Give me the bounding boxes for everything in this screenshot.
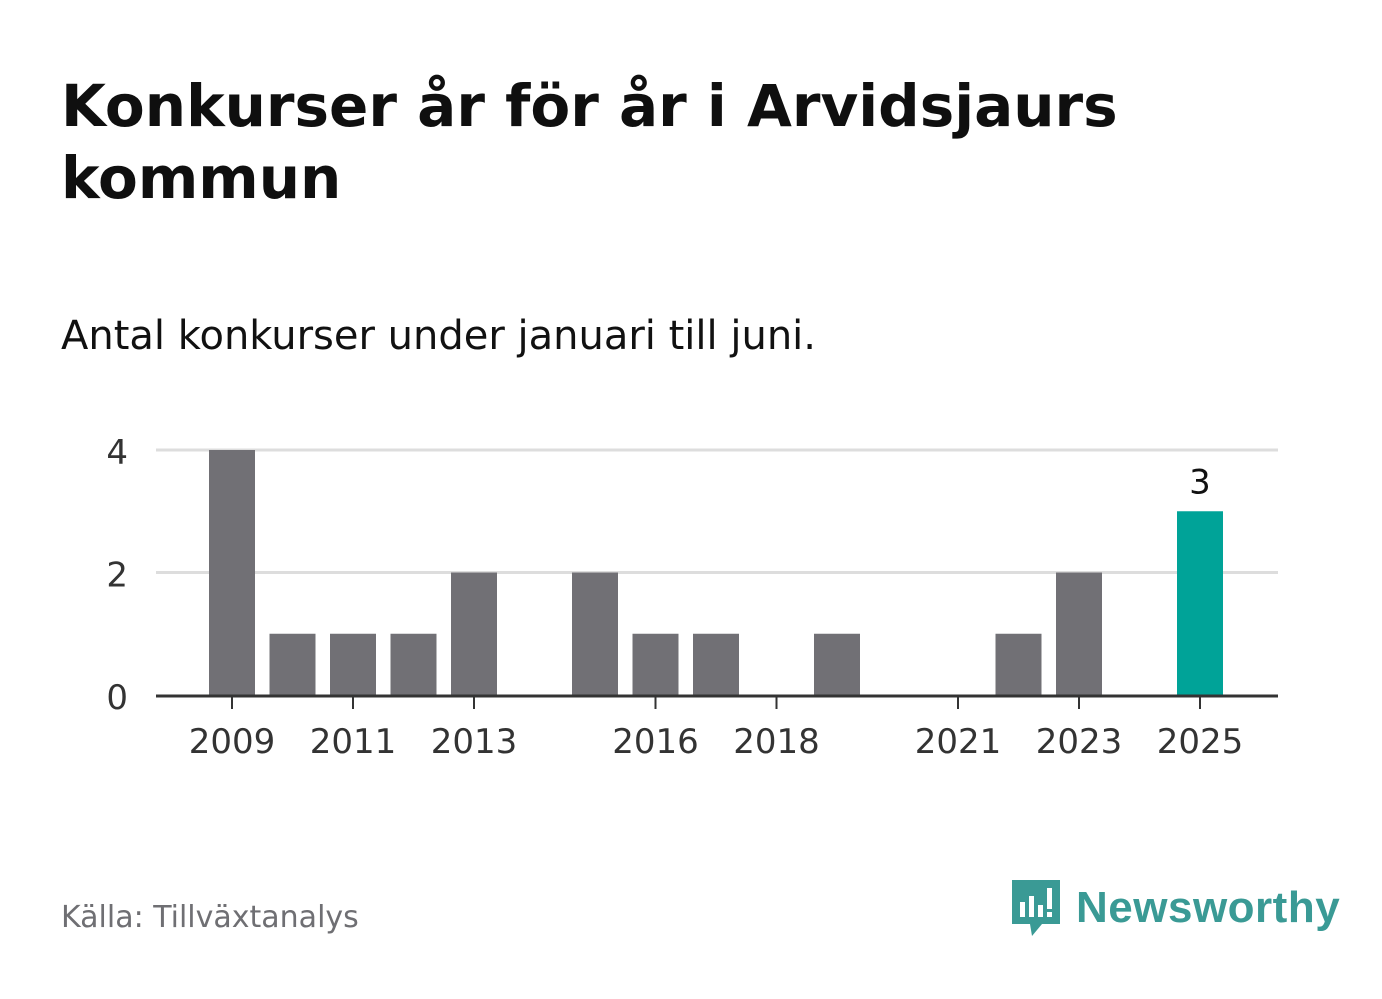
x-tick-label-2018: 2018	[733, 722, 820, 762]
bar-2017	[693, 633, 739, 695]
chart-subtitle: Antal konkurser under januari till juni.	[61, 313, 816, 359]
bar-2015	[572, 572, 618, 695]
x-tick-label-2009: 2009	[189, 722, 276, 762]
x-tick-label-2011: 2011	[310, 722, 397, 762]
bar-2009	[209, 450, 255, 695]
bar-2010	[269, 633, 316, 695]
bar-2013	[451, 572, 497, 695]
data-label-2025: 3	[1189, 462, 1211, 502]
bar-2012	[390, 633, 437, 695]
brand-logo: Newsworthy	[1010, 878, 1340, 938]
x-tick-label-2016: 2016	[612, 722, 699, 762]
bar-2011	[330, 633, 376, 695]
bar-chart: 0 2 4 3 2009 2011 2013 2016 2018 2021 2023 2025	[106, 433, 1278, 762]
bar-2016	[632, 633, 679, 695]
x-tick-label-2013: 2013	[431, 722, 518, 762]
bar-2022	[995, 633, 1042, 695]
y-tick-label: 2	[106, 556, 128, 596]
x-tick-label-2023: 2023	[1036, 722, 1123, 762]
y-tick-label: 0	[106, 678, 128, 718]
bar-2025	[1177, 511, 1223, 695]
y-tick-label: 4	[106, 433, 128, 473]
bar-2019	[814, 633, 860, 695]
bar-2023	[1056, 572, 1102, 695]
x-tick-label-2021: 2021	[915, 722, 1002, 762]
brand-name: Newsworthy	[1076, 883, 1341, 932]
chart-title: Konkurser år för år i Arvidsjaurs kommun	[61, 72, 1118, 212]
x-tick-label-2025: 2025	[1157, 722, 1244, 762]
source-note: Källa: Tillväxtanalys	[61, 900, 359, 935]
newsworthy-logo-icon	[1012, 880, 1060, 936]
